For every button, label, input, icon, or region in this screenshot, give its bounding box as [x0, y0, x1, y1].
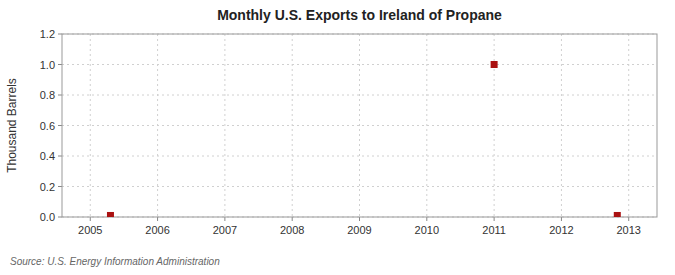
tick — [292, 217, 293, 221]
grid-line — [561, 34, 562, 217]
chart: 0.0 0.2 0.4 0.6 0.8 1.0 1.2 2005 2006 2007 2008 200… — [0, 0, 675, 275]
tick — [561, 217, 562, 221]
tick — [58, 125, 62, 126]
grid-line — [90, 34, 91, 217]
annotation: Source: U.S. Energy Information Administ… — [10, 256, 220, 267]
tick-label: 2005 — [78, 224, 102, 236]
tick — [90, 217, 91, 221]
tick — [426, 217, 427, 221]
tick-label: 2011 — [482, 224, 506, 236]
tick — [58, 186, 62, 187]
tick-label: 0.4 — [40, 150, 55, 162]
grid-line — [157, 34, 158, 217]
point — [614, 212, 621, 217]
tick-label: 1.0 — [40, 59, 55, 71]
grid-line — [62, 186, 657, 187]
grid-line — [628, 34, 629, 217]
tick-label: 2013 — [616, 224, 640, 236]
tick-label: 0.0 — [40, 211, 55, 223]
tick-label: 0.8 — [40, 89, 55, 101]
grid-line — [224, 34, 225, 217]
grid-line — [292, 34, 293, 217]
tick-label: 2010 — [415, 224, 439, 236]
tick — [224, 217, 225, 221]
tick-label: 2006 — [145, 224, 169, 236]
grid — [62, 34, 657, 217]
tick — [58, 156, 62, 157]
tick-label: 2009 — [347, 224, 371, 236]
grid-line — [426, 34, 427, 217]
tick — [157, 217, 158, 221]
axes: 0.0 0.2 0.4 0.6 0.8 1.0 1.2 2005 2006 2007 2008 200… — [40, 28, 657, 236]
plot-frame — [62, 34, 657, 217]
y-axis-label: Thousand Barrels — [5, 78, 19, 173]
points — [107, 61, 621, 217]
tick — [58, 64, 62, 65]
tick — [58, 217, 62, 218]
tick-label: 2008 — [280, 224, 304, 236]
tick-label: 2007 — [213, 224, 237, 236]
tick — [58, 34, 62, 35]
tick — [359, 217, 360, 221]
point — [491, 61, 498, 68]
tick — [628, 217, 629, 221]
point — [107, 212, 114, 217]
tick-label: 1.2 — [40, 28, 55, 40]
tick-label: 2012 — [549, 224, 573, 236]
tick — [494, 217, 495, 221]
title: Monthly U.S. Exports to Ireland of Propa… — [217, 7, 502, 23]
tick-label: 0.2 — [40, 181, 55, 193]
tick-label: 0.6 — [40, 120, 55, 132]
grid-line — [359, 34, 360, 217]
tick — [58, 95, 62, 96]
